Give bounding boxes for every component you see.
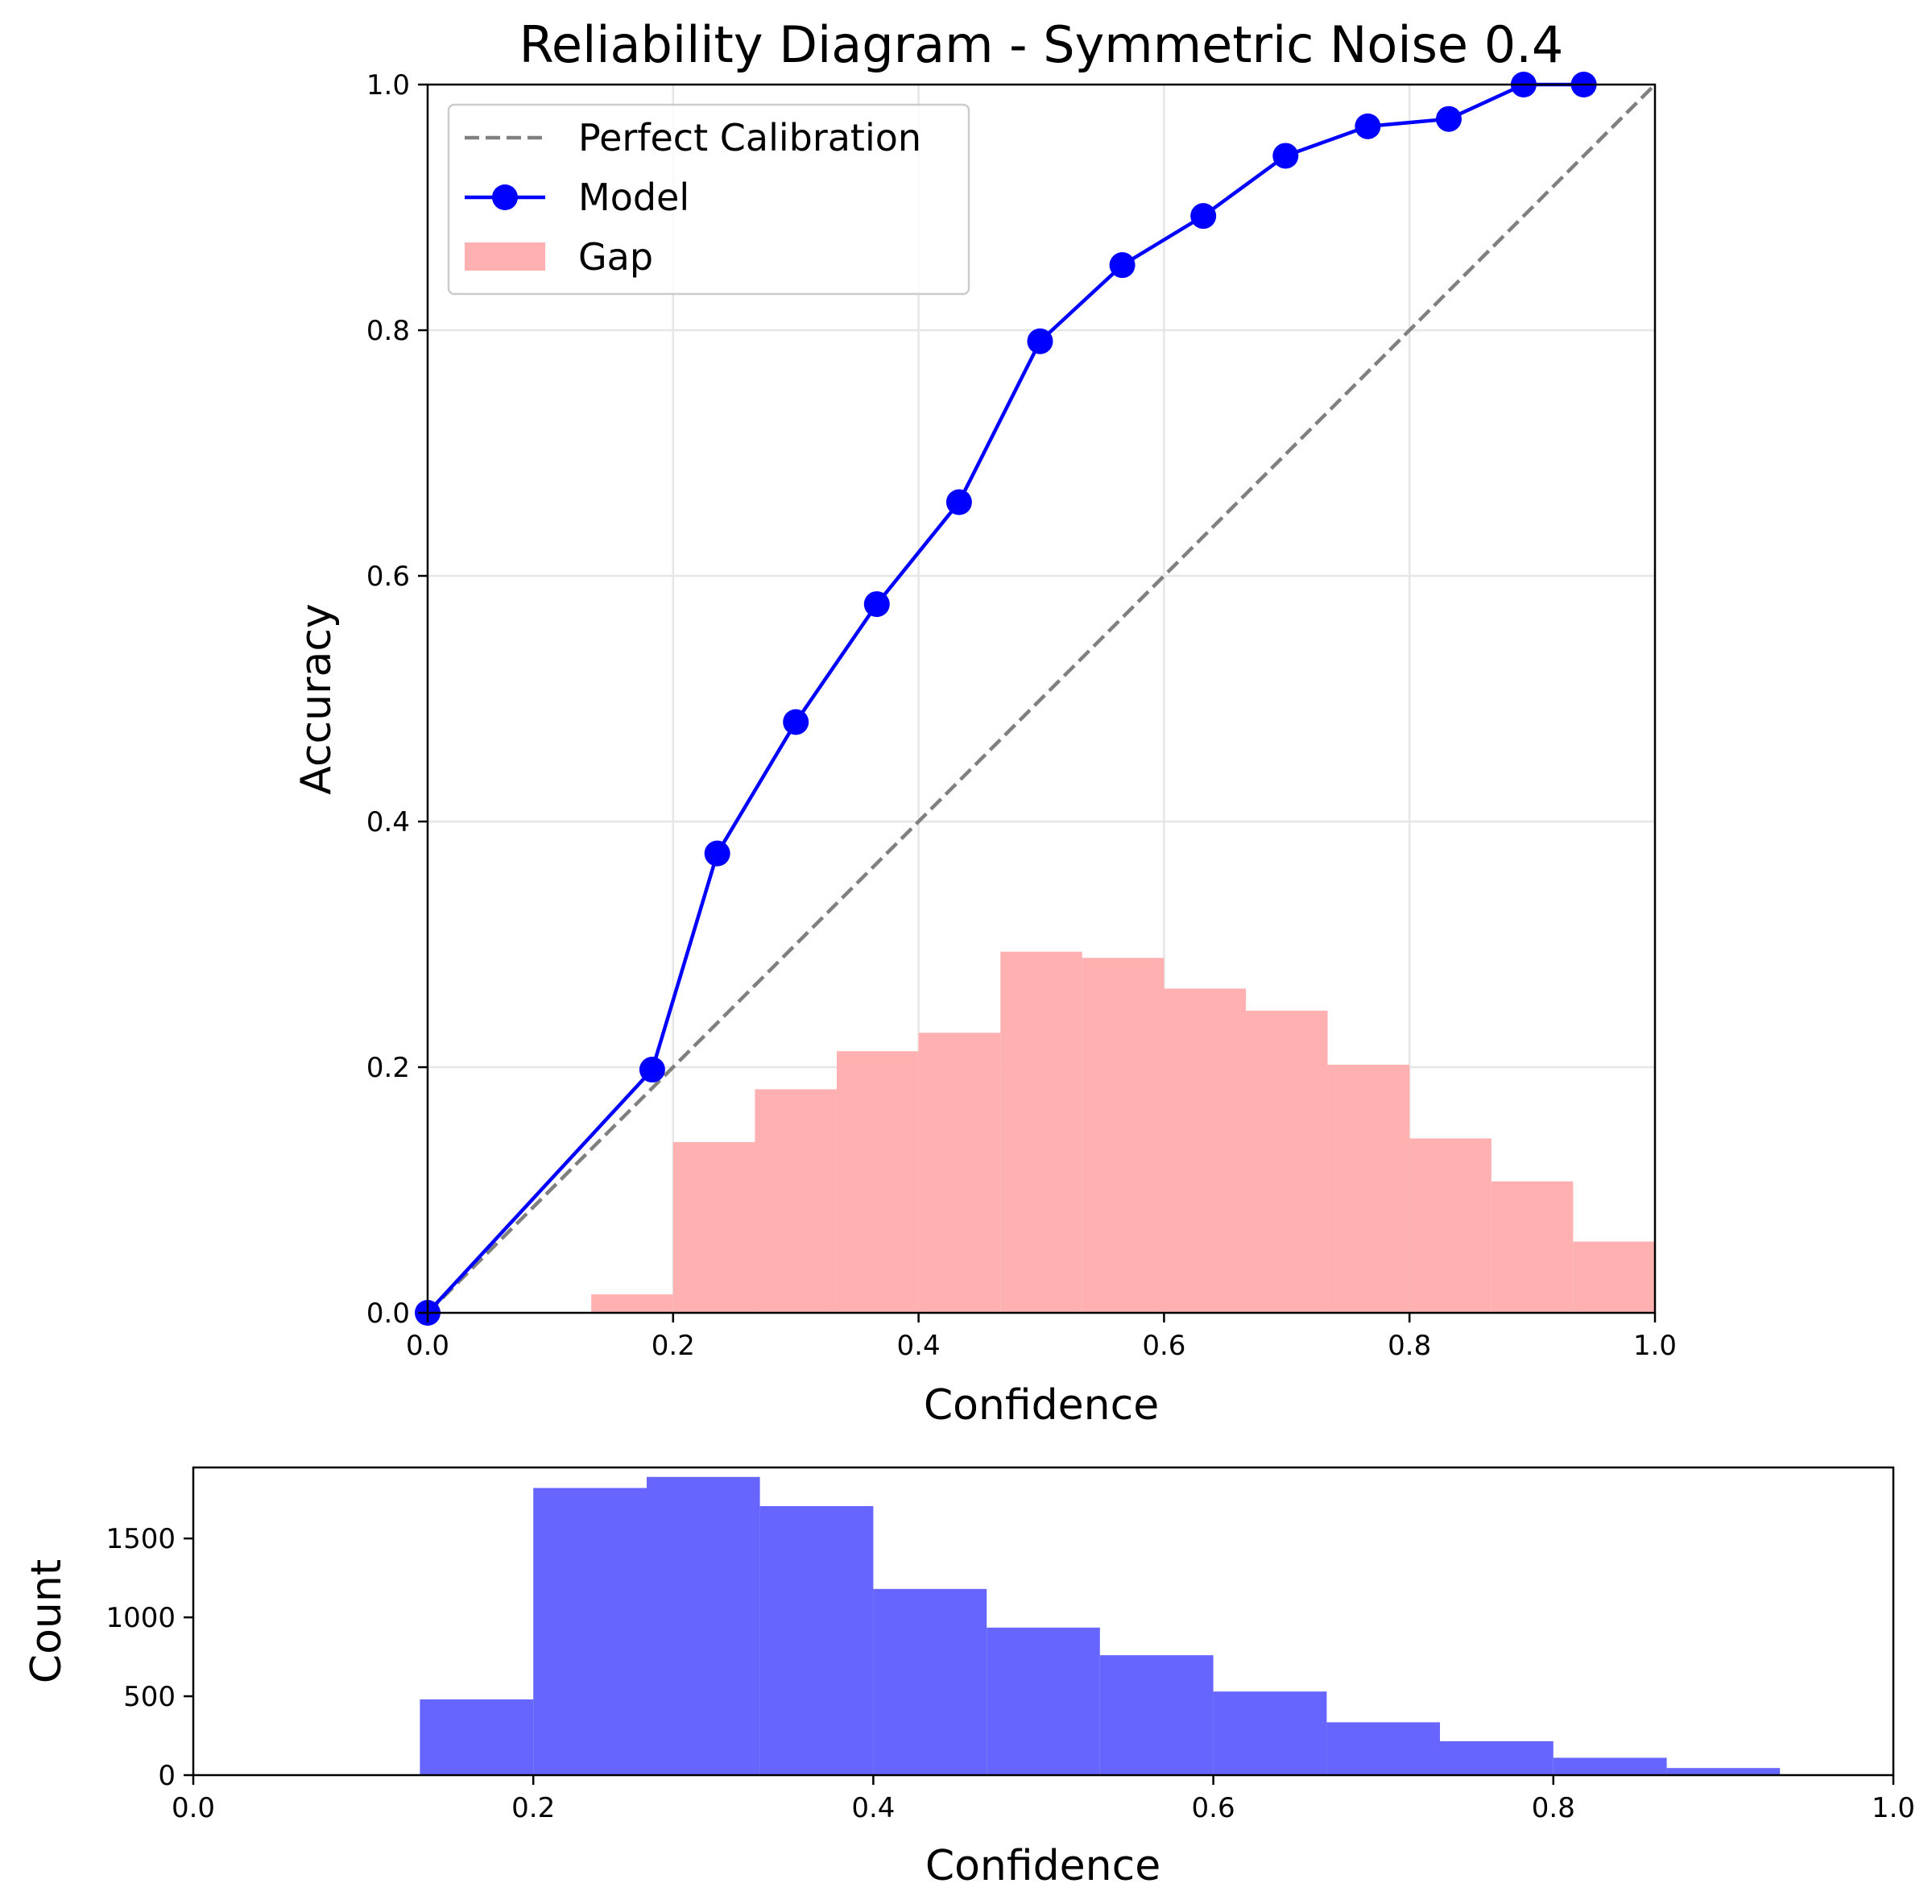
model-point [1190, 203, 1217, 230]
x-tick-label: 0.4 [897, 1330, 941, 1362]
y-tick-label: 0.4 [366, 806, 410, 838]
count-bar [1326, 1722, 1440, 1775]
legend-gap-patch-icon [465, 242, 545, 271]
reliability-plot-frame [426, 83, 1657, 1314]
legend: Perfect Calibration Model Gap [447, 103, 970, 296]
histogram-chart: 0.0 0.2 0.4 0.6 0.8 1.0 0 500 1000 1500 Confiden… [23, 1466, 1915, 1890]
reliability-chart: 0.0 0.2 0.4 0.6 0.8 1.0 0.0 0.2 0.4 0.6 0.8 1.0 Re… [292, 15, 1677, 1430]
count-bar [1553, 1757, 1667, 1775]
gap-bar [1573, 1241, 1655, 1313]
x-tick-label: 0.0 [172, 1792, 215, 1824]
legend-perfect-calibration-label: Perfect Calibration [578, 116, 921, 159]
y-tick-label: 500 [123, 1681, 176, 1713]
gap-bars [591, 951, 1655, 1313]
count-bar [647, 1476, 760, 1775]
gap-bar [755, 1089, 837, 1313]
count-bar [759, 1505, 874, 1775]
x-tick-label: 0.0 [406, 1330, 449, 1362]
model-point [704, 840, 730, 867]
model-point [1272, 143, 1299, 169]
legend-box [447, 103, 970, 296]
gap-bar [591, 1294, 673, 1313]
gap-bar [672, 1142, 755, 1313]
gap-bar [1000, 951, 1082, 1313]
x-tick-label: 0.8 [1388, 1330, 1431, 1362]
reliability-y-axis-label: Accuracy [292, 603, 341, 794]
reliability-y-ticks: 0.0 0.2 0.4 0.6 0.8 1.0 [366, 69, 428, 1330]
reliability-x-axis-label: Confidence [924, 1381, 1159, 1430]
model-point [1027, 328, 1053, 354]
x-tick-label: 0.8 [1532, 1792, 1575, 1824]
gap-bar [1409, 1138, 1491, 1313]
model-points [415, 72, 1597, 1326]
x-tick-label: 0.6 [1142, 1330, 1185, 1362]
model-point [1435, 106, 1462, 132]
x-tick-label: 0.2 [511, 1792, 555, 1824]
model-point [945, 489, 972, 515]
model-point [1109, 252, 1136, 279]
gap-bar [918, 1033, 1001, 1313]
gap-bar [1082, 958, 1165, 1313]
x-tick-label: 0.2 [652, 1330, 695, 1362]
x-tick-label: 0.6 [1192, 1792, 1235, 1824]
chart-title: Reliability Diagram - Symmetric Noise 0.… [519, 15, 1564, 74]
model-point [639, 1057, 665, 1083]
x-tick-label: 1.0 [1872, 1792, 1915, 1824]
x-tick-label: 1.0 [1633, 1330, 1677, 1362]
count-bar [1666, 1768, 1781, 1775]
gap-bar [1246, 1010, 1328, 1313]
count-bar [873, 1588, 987, 1775]
histogram-y-ticks: 0 500 1000 1500 [105, 1523, 193, 1792]
perfect-calibration-line [426, 83, 1657, 1314]
histogram-y-axis-label: Count [23, 1559, 71, 1683]
gap-bar [1327, 1064, 1410, 1313]
model-line [426, 82, 1584, 1314]
count-bar [420, 1699, 534, 1775]
y-tick-label: 1500 [105, 1523, 176, 1555]
gap-bar [1164, 988, 1247, 1313]
count-bar [533, 1488, 647, 1775]
y-tick-label: 1000 [105, 1602, 176, 1634]
legend-gap-label: Gap [578, 235, 653, 279]
model-point [783, 709, 809, 735]
y-tick-label: 0.6 [366, 561, 410, 593]
y-tick-label: 0 [158, 1760, 176, 1792]
y-tick-label: 0.8 [366, 315, 410, 347]
y-tick-label: 0.2 [366, 1052, 410, 1084]
histogram-x-ticks: 0.0 0.2 0.4 0.6 0.8 1.0 [172, 1775, 1915, 1824]
gap-bar [836, 1051, 919, 1313]
model-point [1355, 113, 1381, 139]
gap-bar [1491, 1181, 1574, 1313]
histogram-x-axis-label: Confidence [925, 1842, 1160, 1890]
count-bar [987, 1627, 1100, 1775]
count-bar [1099, 1655, 1214, 1775]
model-point [863, 591, 890, 618]
y-tick-label: 0.0 [366, 1298, 410, 1330]
reliability-x-ticks: 0.0 0.2 0.4 0.6 0.8 1.0 [406, 1313, 1677, 1362]
y-tick-label: 1.0 [366, 69, 410, 101]
legend-model-marker-icon [492, 184, 518, 210]
histogram-plot-frame [192, 1466, 1895, 1777]
count-bars [420, 1476, 1781, 1775]
x-tick-label: 0.4 [851, 1792, 895, 1824]
legend-model-label: Model [578, 176, 689, 219]
count-bar [1213, 1691, 1327, 1775]
count-bar [1439, 1741, 1553, 1775]
